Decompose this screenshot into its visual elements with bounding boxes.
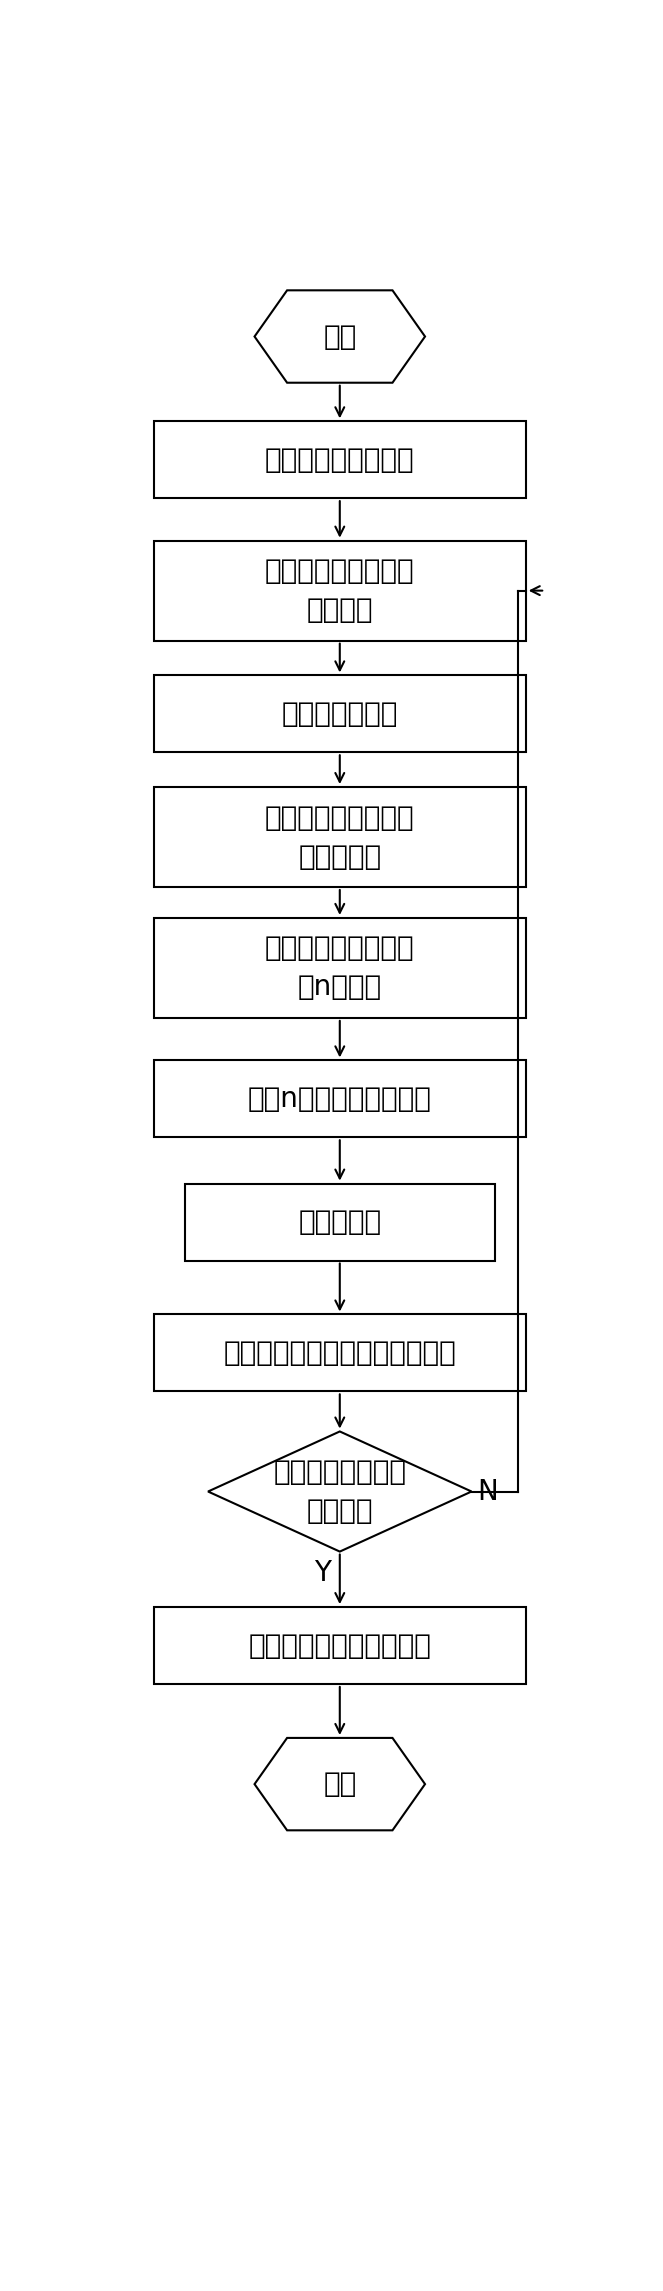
- Text: 计算各测试点校正后的残余误差: 计算各测试点校正后的残余误差: [223, 1338, 456, 1368]
- Text: 选择测试点: 选择测试点: [298, 1207, 381, 1237]
- Text: 将星敏感器放置在两
周转台上: 将星敏感器放置在两 周转台上: [265, 557, 414, 623]
- Polygon shape: [208, 1432, 471, 1551]
- Text: 用校正函数修正系统误差: 用校正函数修正系统误差: [249, 1631, 431, 1659]
- Text: Y: Y: [314, 1560, 332, 1588]
- Text: 设置两轴转台的状态: 设置两轴转台的状态: [265, 447, 414, 474]
- Text: 匀速转动转台，记录
测量点位置: 匀速转动转台，记录 测量点位置: [265, 804, 414, 871]
- Text: N: N: [478, 1478, 499, 1505]
- Bar: [154, 422, 526, 497]
- Bar: [185, 1184, 495, 1260]
- Bar: [154, 788, 526, 887]
- Polygon shape: [255, 1739, 425, 1831]
- Text: 开始: 开始: [323, 323, 357, 351]
- Bar: [154, 676, 526, 751]
- Text: 将星敏感器视场划分
为n个区域: 将星敏感器视场划分 为n个区域: [265, 935, 414, 1001]
- Text: 结束: 结束: [323, 1771, 357, 1798]
- Text: 选择基准网格点: 选择基准网格点: [282, 699, 398, 729]
- Text: 计算n个区域的校正函数: 计算n个区域的校正函数: [248, 1086, 432, 1113]
- Text: 判断残余误差是否
满足要求: 判断残余误差是否 满足要求: [273, 1457, 406, 1526]
- Bar: [154, 1061, 526, 1136]
- Polygon shape: [255, 291, 425, 383]
- Bar: [154, 919, 526, 1017]
- Bar: [154, 1315, 526, 1391]
- Bar: [154, 541, 526, 641]
- Bar: [154, 1606, 526, 1684]
